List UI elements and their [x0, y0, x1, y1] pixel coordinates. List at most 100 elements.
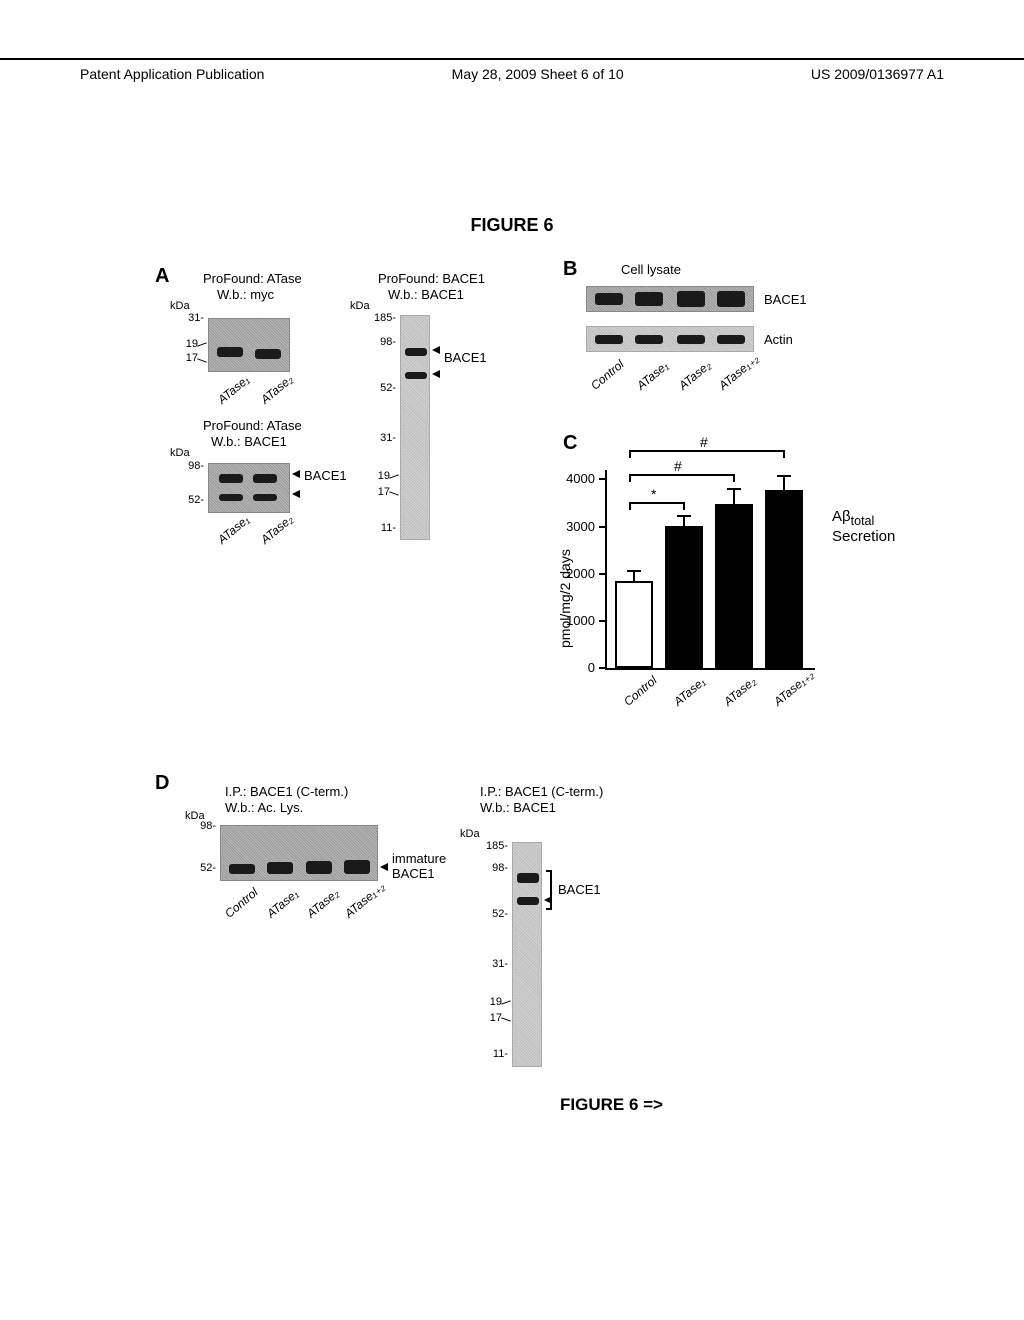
a-b3-t17: 17 — [368, 486, 390, 498]
y-tick-label: 0 — [547, 660, 595, 675]
x-tick-label: ATase₁₊₂ — [771, 668, 816, 709]
error-cap — [627, 570, 641, 572]
d-b2-gel — [512, 842, 542, 1067]
arrow-icon — [432, 370, 440, 378]
a-b3-t31: 31- — [368, 432, 396, 444]
a-b3-t98: 98- — [368, 336, 396, 348]
a-b1-lane2: ATase₂ — [258, 372, 296, 407]
arrow-icon — [292, 490, 300, 498]
header-mid: May 28, 2009 Sheet 6 of 10 — [452, 66, 624, 82]
figure-title: FIGURE 6 — [0, 215, 1024, 236]
band — [219, 494, 243, 501]
a-b2-lane1: ATase₁ — [215, 513, 252, 547]
a-b3-kda: kDa — [350, 300, 370, 312]
y-tick — [599, 526, 607, 528]
d-b1-rlabel2: BACE1 — [392, 866, 435, 881]
a-b2-t98: 98- — [178, 460, 204, 472]
a-b3-title1: ProFound: BACE1 — [378, 271, 485, 286]
sig-bracket — [629, 450, 783, 452]
bar-ATase₁₊₂ — [765, 490, 803, 668]
band — [405, 372, 427, 379]
a-b1-t19: 19 — [176, 338, 198, 350]
y-tick — [599, 478, 607, 480]
arrow-icon — [544, 896, 552, 904]
d-b2-t19: 19 — [480, 996, 502, 1008]
error-bar — [733, 488, 735, 504]
band — [267, 862, 293, 874]
sig-bracket — [629, 474, 733, 476]
a-b2-kda: kDa — [170, 447, 190, 459]
a-b1-title2: W.b.: myc — [217, 287, 274, 302]
sig-hash: # — [674, 458, 682, 474]
ab-label: Aβ — [832, 508, 851, 525]
y-tick — [599, 667, 607, 669]
sig-bracket — [783, 450, 785, 458]
d-b1-lane3: ATase₂ — [304, 886, 342, 921]
page-header: Patent Application Publication May 28, 2… — [0, 58, 1024, 82]
band — [717, 335, 745, 344]
x-tick-label: ATase₂ — [721, 674, 759, 709]
bar-ATase₁ — [665, 526, 703, 668]
band — [595, 293, 623, 305]
b-title: Cell lysate — [621, 262, 681, 277]
d-b2-kda: kDa — [460, 828, 480, 840]
x-axis — [605, 668, 815, 670]
band — [405, 348, 427, 356]
d-b1-title1: I.P.: BACE1 (C-term.) — [225, 784, 348, 799]
a-b3-t11: 11- — [368, 522, 396, 534]
band — [229, 864, 255, 874]
a-b1-title1: ProFound: ATase — [203, 271, 302, 286]
d-b2-t17: 17 — [480, 1012, 502, 1024]
error-cap — [727, 488, 741, 490]
b-lane3: ATase₂ — [676, 358, 714, 393]
b-lane4: ATase₁₊₂ — [716, 352, 761, 393]
x-tick-label: Control — [621, 673, 660, 709]
band — [517, 897, 539, 905]
sig-bracket — [629, 450, 631, 458]
x-tick-label: ATase₁ — [671, 675, 708, 709]
a-b2-lane2: ATase₂ — [258, 512, 296, 547]
bar-ATase₂ — [715, 504, 753, 668]
abeta-bar-chart: ControlATase₁ATase₂ATase₁₊₂ 010002000300… — [545, 470, 845, 730]
band — [306, 861, 332, 874]
panel-b-label: B — [563, 258, 577, 281]
b-lane2: ATase₁ — [634, 359, 671, 393]
sig-hash: # — [700, 434, 708, 450]
b-row1-gel — [586, 286, 754, 312]
a-b3-t19: 19 — [368, 470, 390, 482]
band — [255, 349, 281, 359]
band — [344, 860, 370, 874]
a-b1-t17: 17 — [176, 352, 198, 364]
band — [635, 292, 663, 306]
band — [677, 335, 705, 344]
d-b1-gel — [220, 825, 378, 881]
tick-line — [389, 474, 399, 478]
error-cap — [677, 515, 691, 517]
d-b2-t52: 52- — [480, 908, 508, 920]
d-b1-rlabel1: immature — [392, 851, 446, 866]
d-b2-t11: 11- — [480, 1048, 508, 1060]
d-b2-title1: I.P.: BACE1 (C-term.) — [480, 784, 603, 799]
panel-d-label: D — [155, 772, 169, 795]
d-b1-t52: 52- — [190, 862, 216, 874]
ab-sub: total — [851, 514, 875, 528]
sig-bracket — [629, 502, 631, 510]
tick-line — [197, 342, 207, 346]
band — [677, 291, 705, 307]
a-b1-t31: 31- — [176, 312, 204, 324]
error-bar — [783, 475, 785, 490]
band — [253, 474, 277, 483]
a-b2-title1: ProFound: ATase — [203, 418, 302, 433]
y-axis-label: pmol/mg/2 days — [557, 549, 573, 648]
a-b3-t185: 185- — [362, 312, 396, 324]
band — [217, 347, 243, 357]
a-b1-kda: kDa — [170, 300, 190, 312]
tick-line — [501, 1017, 511, 1021]
a-b3-gel — [400, 315, 430, 540]
band — [595, 335, 623, 344]
b-row2-gel — [586, 326, 754, 352]
panel-a-label: A — [155, 265, 169, 288]
d-b1-lane1: Control — [222, 885, 261, 921]
sig-bracket — [733, 474, 735, 482]
d-b2-t31: 31- — [480, 958, 508, 970]
